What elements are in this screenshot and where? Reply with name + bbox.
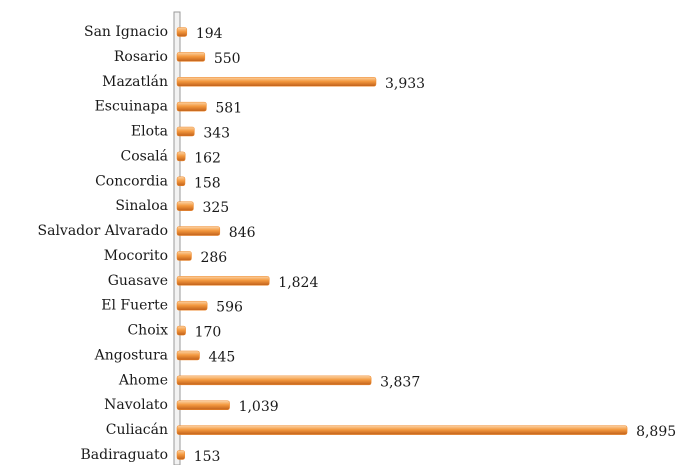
- category-label: Angostura: [94, 347, 168, 363]
- bar: [176, 300, 208, 311]
- bar: [176, 77, 377, 87]
- bar: [176, 400, 230, 410]
- value-label: 846: [229, 225, 256, 241]
- category-label: Cosalá: [121, 148, 169, 164]
- bar: [176, 375, 372, 386]
- axis: [173, 11, 181, 465]
- bar: [176, 126, 195, 137]
- category-label: El Fuerte: [101, 298, 168, 314]
- value-label: 153: [194, 449, 221, 465]
- category-label: Sinaloa: [115, 198, 168, 214]
- bar: [176, 325, 186, 336]
- category-label: Mazatlán: [102, 74, 168, 90]
- bar: [176, 350, 200, 361]
- axis-wall: [173, 11, 181, 465]
- value-label: 1,824: [278, 275, 318, 291]
- category-label: San Ignacio: [84, 24, 168, 40]
- value-label: 3,837: [380, 374, 420, 390]
- bar: [176, 52, 206, 62]
- category-label: Mocorito: [104, 248, 168, 264]
- category-label: Escuinapa: [95, 99, 168, 115]
- bar: [176, 176, 186, 187]
- value-label: 343: [203, 126, 230, 142]
- category-label: Choix: [127, 323, 168, 339]
- bar: [176, 226, 221, 236]
- category-label: Rosario: [114, 49, 168, 65]
- bar: [176, 151, 186, 162]
- category-label: Salvador Alvarado: [38, 223, 168, 239]
- value-label: 158: [194, 175, 221, 191]
- bar: [176, 450, 185, 460]
- value-label: 3,933: [385, 76, 425, 92]
- category-label: Concordia: [95, 173, 168, 189]
- bar: [176, 27, 188, 37]
- bar: [176, 101, 207, 112]
- value-label: 170: [195, 325, 222, 341]
- category-label: Culiacán: [106, 422, 168, 438]
- value-label: 1,039: [239, 399, 279, 415]
- category-label: Navolato: [104, 397, 168, 413]
- value-label: 286: [200, 250, 227, 266]
- bar: [176, 251, 192, 261]
- category-label: Ahome: [118, 372, 168, 388]
- value-label: 581: [215, 101, 242, 117]
- category-label: Guasave: [108, 273, 168, 289]
- value-label: 550: [214, 51, 241, 67]
- value-label: 325: [202, 200, 229, 216]
- bar: [176, 276, 270, 286]
- value-label: 596: [216, 300, 243, 316]
- value-label: 8,895: [636, 424, 676, 440]
- category-label: Badiraguato: [81, 447, 169, 463]
- category-label: Elota: [131, 124, 168, 140]
- value-label: 194: [196, 26, 223, 42]
- bar: [176, 201, 194, 211]
- bar: [176, 425, 628, 435]
- value-label: 445: [209, 349, 236, 365]
- value-label: 162: [194, 150, 221, 166]
